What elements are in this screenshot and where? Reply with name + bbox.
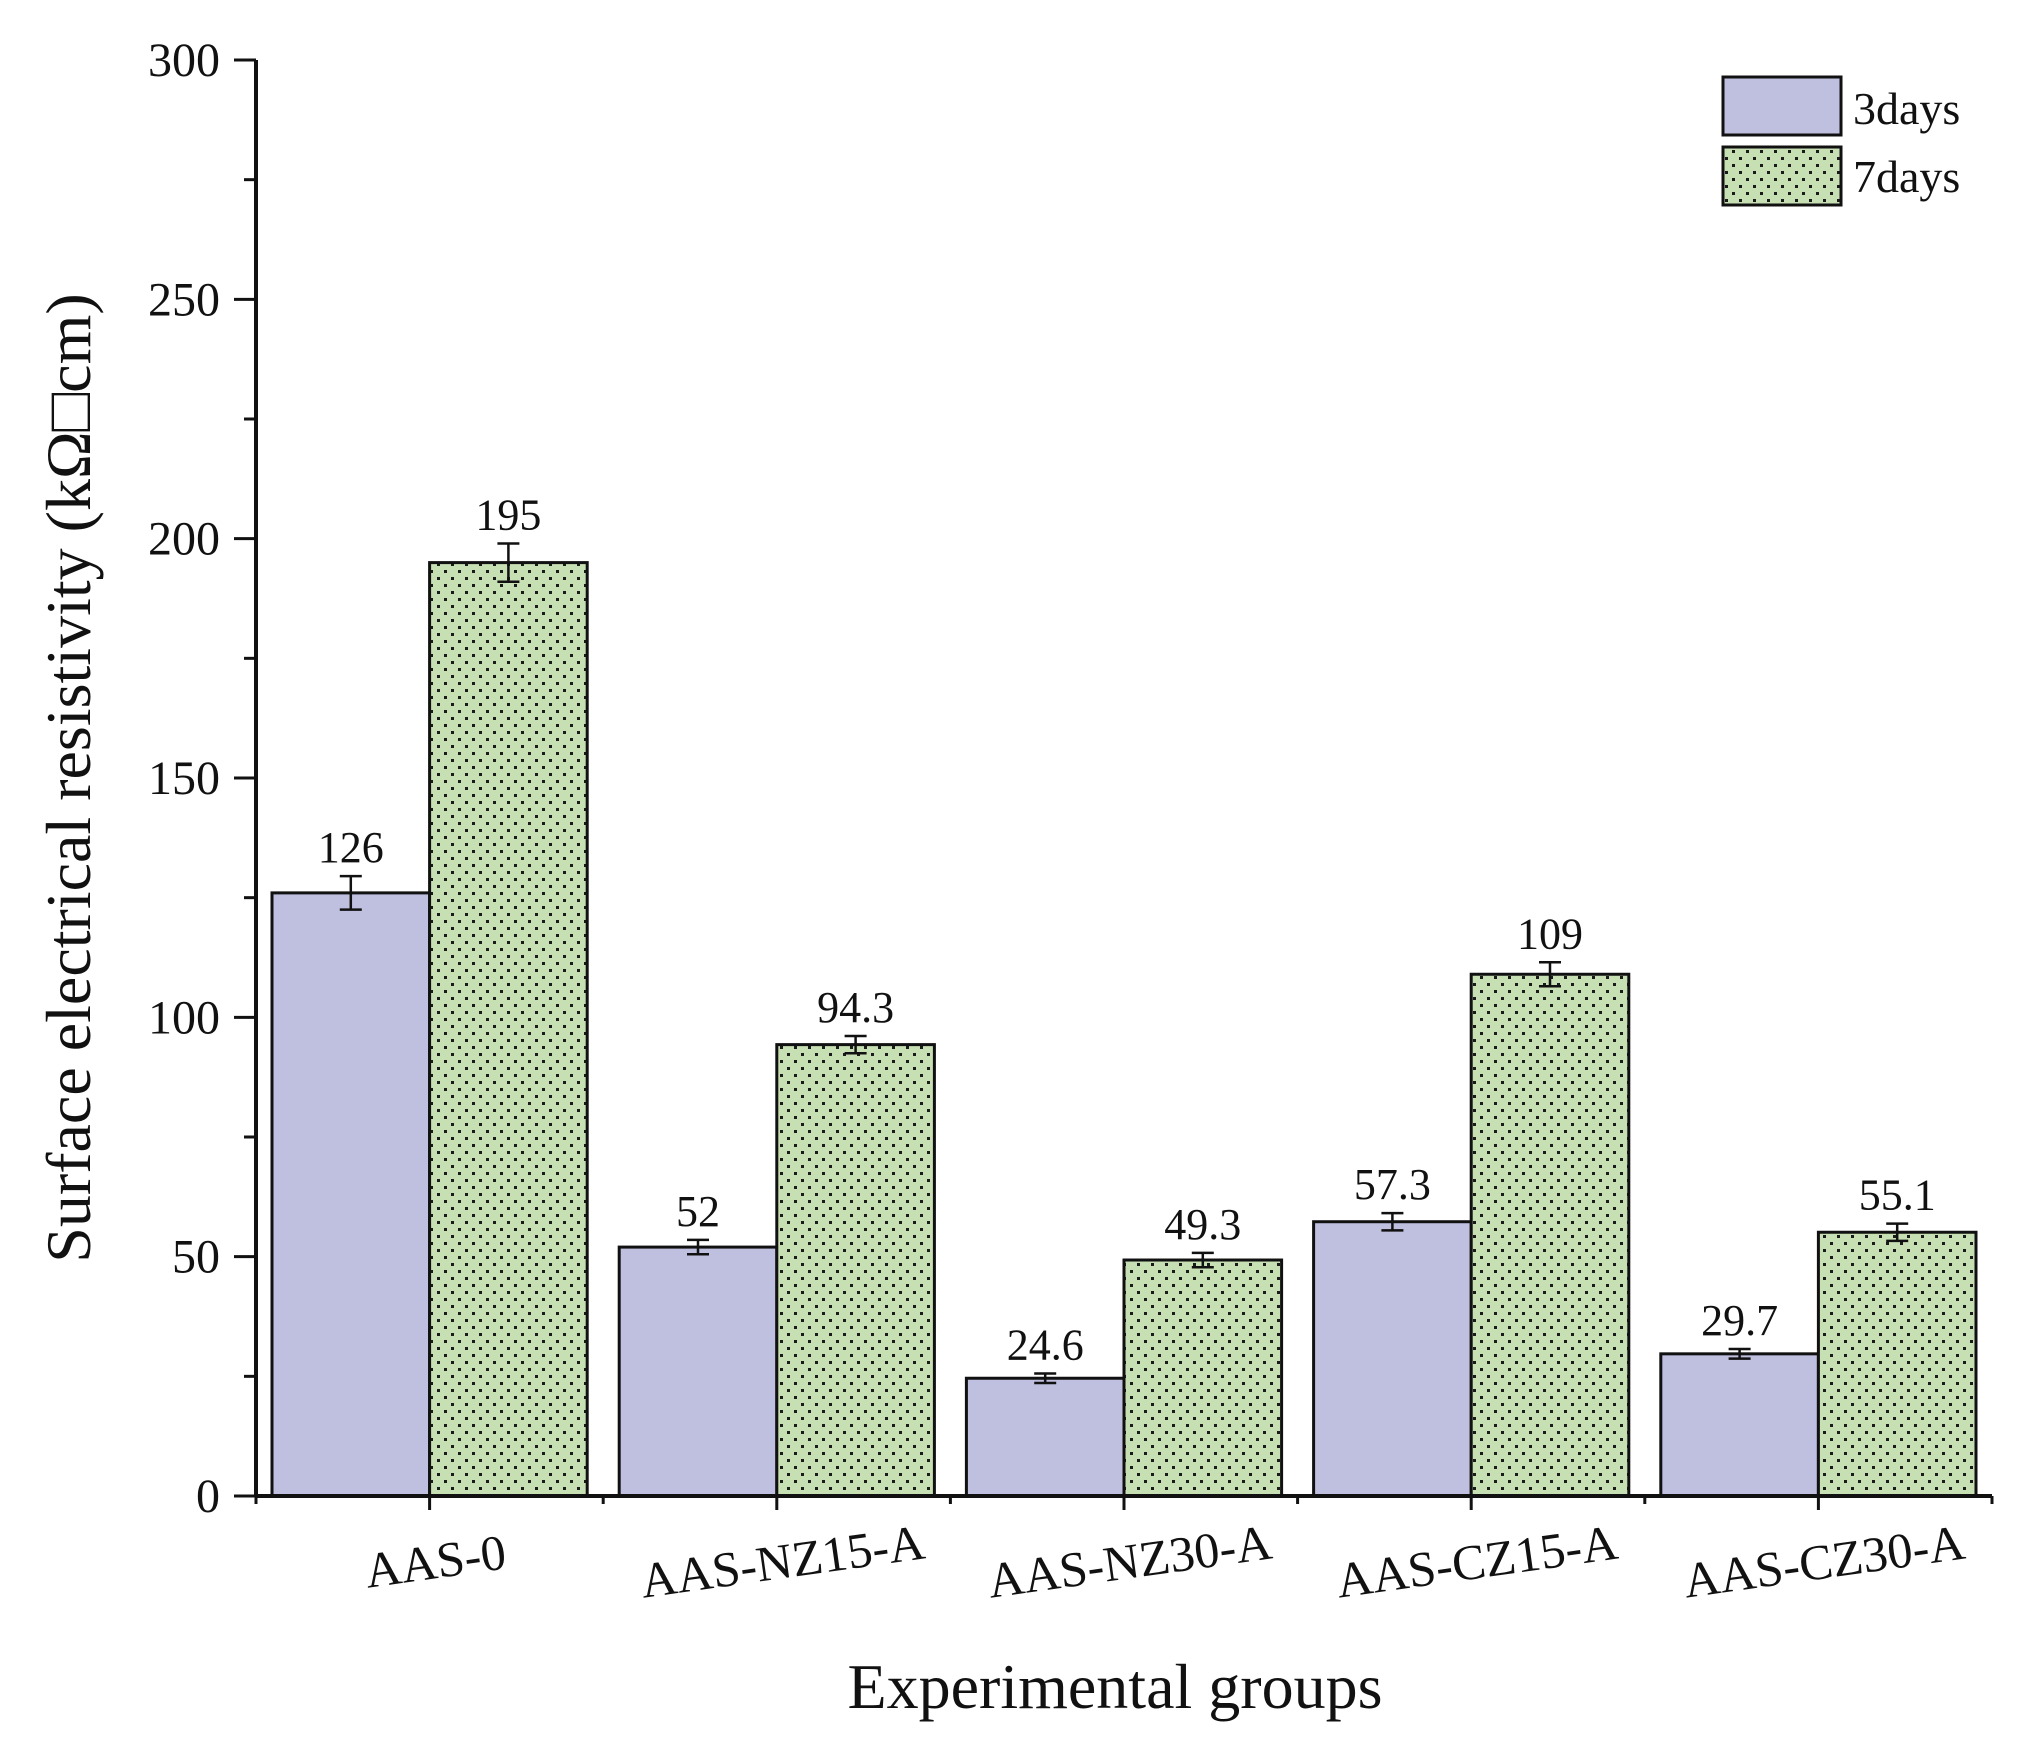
legend-swatch-7days [1721, 145, 1843, 207]
bar-3days-AAS-0 [270, 891, 432, 1498]
legend: 3days 7days [1721, 75, 1960, 207]
errorbar-3days-AAS-NZ15-A [687, 1238, 709, 1256]
legend-label-3days: 3days [1853, 83, 1960, 134]
legend-swatch-3days [1721, 75, 1843, 137]
errorbar-7days-AAS-NZ30-A [1191, 1251, 1214, 1269]
y-tick-label-300: 300 [148, 34, 220, 87]
value-label-layer: 126 195 52 94.3 24.6 49.3 57.3 109 29.7 55.1 [318, 490, 1936, 1369]
errorbar-7days-AAS-CZ15-A [1539, 961, 1561, 988]
value-label-3days-AAS-CZ30-A: 29.7 [1701, 1296, 1778, 1345]
value-label-3days-AAS-NZ30-A: 24.6 [1007, 1320, 1084, 1369]
bar-7days-AAS-NZ30-A [1122, 1258, 1284, 1498]
bar-3days-AAS-NZ30-A [964, 1376, 1126, 1498]
y-tick-label-150: 150 [148, 752, 220, 805]
bar-3days-AAS-CZ15-A [1312, 1220, 1473, 1498]
y-tick-label-100: 100 [148, 991, 220, 1044]
value-label-3days-AAS-CZ15-A: 57.3 [1354, 1160, 1431, 1209]
bar-7days-AAS-CZ15-A [1469, 972, 1631, 1498]
y-tick-label-250: 250 [148, 273, 220, 326]
x-tick-label-AAS-CZ30-A: AAS-CZ30-A [1680, 1514, 1968, 1609]
ytick-layer: 0 50 100 150 200 250 300 [148, 34, 256, 1523]
bars-layer [270, 561, 1978, 1498]
y-tick-label-200: 200 [148, 513, 220, 566]
value-label-3days-AAS-0: 126 [318, 823, 384, 872]
bar-7days-AAS-0 [428, 561, 589, 1498]
errorbar-layer [339, 542, 1909, 1385]
bar-7days-AAS-NZ15-A [775, 1043, 936, 1498]
value-label-3days-AAS-NZ15-A: 52 [676, 1187, 720, 1236]
y-axis-title: Surface electrical resistivity (kΩ□cm) [33, 293, 104, 1262]
errorbar-7days-AAS-NZ15-A [844, 1034, 867, 1055]
errorbar-3days-AAS-CZ30-A [1728, 1347, 1751, 1360]
y-tick-label-50: 50 [172, 1231, 220, 1284]
bar-3days-AAS-NZ15-A [617, 1245, 779, 1498]
x-tick-label-AAS-NZ30-A: AAS-NZ30-A [984, 1514, 1275, 1609]
value-label-7days-AAS-0: 195 [475, 490, 541, 539]
legend-label-7days: 7days [1853, 151, 1960, 202]
value-label-7days-AAS-CZ15-A: 109 [1517, 909, 1583, 958]
value-label-7days-AAS-NZ30-A: 49.3 [1164, 1200, 1241, 1249]
x-tick-label-AAS-CZ15-A: AAS-CZ15-A [1333, 1514, 1621, 1609]
y-tick-label-0: 0 [196, 1470, 220, 1523]
bar-3days-AAS-CZ30-A [1659, 1352, 1820, 1498]
x-axis-title: Experimental groups [848, 1651, 1383, 1722]
errorbar-3days-AAS-NZ30-A [1034, 1372, 1057, 1385]
xcat-layer: AAS-0 AAS-NZ15-A AAS-NZ30-A AAS-CZ15-A AAS-C… [361, 1514, 1968, 1609]
x-tick-label-AAS-NZ15-A: AAS-NZ15-A [637, 1514, 928, 1609]
value-label-7days-AAS-NZ15-A: 94.3 [817, 983, 894, 1032]
value-label-7days-AAS-CZ30-A: 55.1 [1859, 1171, 1936, 1220]
bar-7days-AAS-CZ30-A [1816, 1230, 1978, 1498]
errorbar-3days-AAS-CZ15-A [1381, 1211, 1404, 1232]
errorbar-7days-AAS-0 [497, 542, 520, 583]
errorbar-3days-AAS-0 [339, 874, 362, 911]
x-tick-label-AAS-0: AAS-0 [361, 1524, 509, 1599]
errorbar-7days-AAS-CZ30-A [1886, 1222, 1909, 1243]
